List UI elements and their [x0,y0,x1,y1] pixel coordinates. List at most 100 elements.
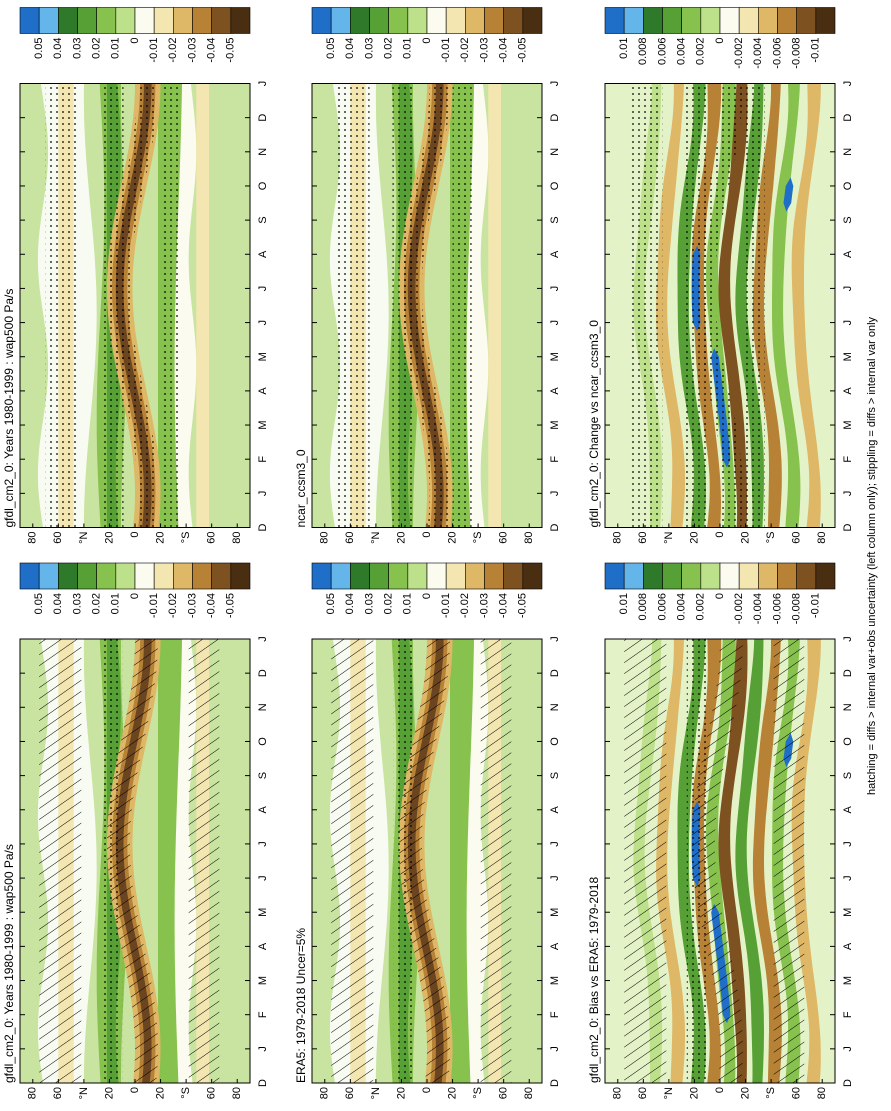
hatching [398,639,450,1083]
colorbar-label: 0.006 [656,593,668,621]
panel-title: gfdl_cm2_0: Years 1980-1999 : wap500 Pa/… [2,289,16,528]
colorbar-box [311,562,332,590]
colorbar-label: 0.006 [656,38,668,66]
month-label: F [842,1011,854,1018]
colorbar-label: 0 [129,38,141,44]
month-label: D [257,669,269,677]
month-label: S [842,216,854,223]
hatching [773,639,805,1083]
colorbar-label: -0.03 [478,593,490,618]
colorbar-box [311,7,332,34]
lat-label: 0 [714,1087,726,1093]
month-label: M [257,352,269,361]
colorbar-label: 0.03 [363,593,375,614]
colorbar-label: 0.01 [110,593,122,614]
lat-label: 60 [498,532,510,544]
month-label: J [842,875,854,881]
footer-note: hatching = diffs > internal var+obs unce… [866,316,878,795]
stippling [392,83,416,528]
month-label: J [257,491,269,497]
colorbar-box [445,562,466,590]
colorbar-label: 0.02 [383,38,395,59]
colorbar-box [173,562,193,590]
colorbar-box [643,7,663,34]
lat-label: 80 [319,532,331,544]
colorbar-label: -0.01 [148,38,160,63]
colorbar-label: 0.02 [383,593,395,614]
colorbar-box [623,7,644,34]
panel-title: ncar_ccsm3_0 [294,449,308,527]
month-label: M [549,352,561,361]
month-label: M [842,352,854,361]
month-label: J [257,636,269,642]
colorbar-label: -0.008 [791,593,803,624]
field-band [752,83,782,528]
colorbar-label: 0.02 [91,38,103,59]
colorbar-label: 0.008 [637,593,649,621]
month-label: D [549,669,561,677]
month-label: F [257,456,269,463]
month-label: A [549,387,561,395]
lat-label: °N [663,1087,675,1099]
colorbar-box [796,562,817,590]
colorbar-label: 0 [421,593,433,599]
lat-label: 20 [688,532,700,544]
lat-label: 80 [612,532,624,544]
panel: ncar_ccsm3_0 D J F M A M J J A S O N D J 80 60 °N 20 0 20 °S 6… [294,7,561,544]
lat-label: 60 [791,1087,803,1099]
stippling [160,83,180,528]
panel: gfdl_cm2_0: Change vs ncar_ccsm3_0 D J F M A M… [587,7,854,544]
colorbar-box [777,562,797,590]
lat-label: 60 [637,1087,649,1099]
colorbar-label: 0 [714,593,726,599]
month-label: A [549,942,561,950]
colorbar-box [350,562,370,590]
lat-label: °N [78,531,90,543]
field [312,639,542,1083]
colorbar-label: -0.02 [167,593,179,618]
colorbar-label: -0.03 [186,593,198,618]
colorbar-box [115,7,136,34]
stippling [630,83,663,528]
colorbar-box [738,7,759,34]
lat-label: 20 [446,532,458,544]
colorbar-box [388,7,409,34]
colorbar-box [777,7,797,34]
hatching [39,639,82,1083]
colorbar-box [484,7,504,34]
colorbar-label: 0.01 [402,38,414,59]
month-label: J [842,81,854,87]
month-label: M [549,420,561,429]
colorbar-box [369,562,389,590]
panel: gfdl_cm2_0: Bias vs ERA5: 1979-2018 D J F M A… [587,562,854,1099]
lat-label: 60 [344,1087,356,1099]
colorbar-box [643,562,663,590]
month-label: M [549,908,561,917]
hatching [106,639,158,1083]
month-label: J [257,320,269,326]
colorbar-label: -0.02 [167,38,179,63]
month-label: J [842,286,854,292]
month-label: A [842,942,854,950]
lat-label: 60 [637,532,649,544]
hatching [691,639,743,1083]
colorbar-label: 0.05 [33,593,45,614]
field-band [772,83,801,528]
lat-label: 20 [103,1087,115,1099]
month-label: J [257,875,269,881]
colorbar-box [388,562,409,590]
month-label: J [549,841,561,847]
month-label: F [842,456,854,463]
colorbar-label: -0.04 [498,593,510,618]
colorbar-box [815,7,836,34]
stippling [109,83,158,528]
lat-label: 60 [344,532,356,544]
lat-label: 80 [612,1087,624,1099]
colorbar-box [115,562,136,590]
colorbar-box [230,7,251,34]
month-label: N [549,703,561,711]
lat-label: 20 [395,1087,407,1099]
stippling [337,83,370,528]
colorbar-box [758,562,778,590]
